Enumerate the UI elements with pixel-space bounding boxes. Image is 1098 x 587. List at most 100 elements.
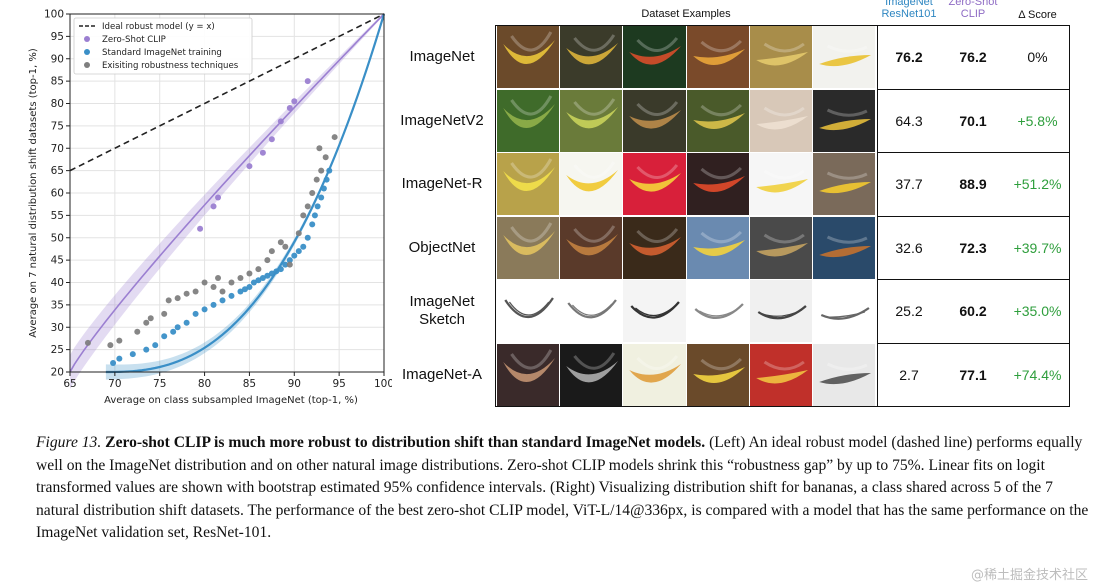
legend-clip-text: Zero-Shot CLIP	[102, 35, 166, 45]
robust-point	[201, 279, 208, 286]
clip-fit-line	[69, 13, 385, 373]
column-header-delta: Δ Score	[1018, 9, 1057, 21]
dataset-example-images	[497, 90, 876, 152]
column-header-resnet: ImageNet ResNet101	[877, 0, 941, 20]
robust-point	[246, 270, 253, 277]
banana-example-image	[497, 26, 560, 88]
banana-example-image	[749, 280, 812, 342]
row-label: ImageNet-R	[401, 175, 483, 192]
clip-score: 76.2	[959, 49, 987, 65]
banana-example-image	[560, 26, 623, 88]
clip-point	[215, 194, 222, 201]
robust-point	[192, 288, 199, 295]
banana-example-image	[686, 280, 749, 342]
resnet-score: 76.2	[895, 49, 923, 65]
x-tick-label: 100	[374, 378, 392, 390]
dataset-example-images	[497, 280, 876, 342]
standard-point	[143, 346, 150, 353]
banana-example-image	[749, 26, 812, 88]
row-divider	[877, 343, 1070, 344]
banana-example-image	[749, 90, 812, 152]
standard-point	[210, 301, 217, 308]
y-tick-label: 55	[51, 210, 64, 222]
resnet-score: 37.7	[895, 176, 923, 192]
standard-point	[129, 351, 136, 358]
banana-example-image	[749, 217, 812, 279]
delta-score: +5.8%	[1017, 113, 1058, 129]
y-tick-label: 45	[51, 255, 64, 267]
banana-example-image	[812, 280, 876, 342]
standard-point	[116, 355, 123, 362]
y-tick-label: 90	[51, 53, 64, 65]
x-tick-label: 85	[243, 378, 256, 390]
banana-example-image	[686, 90, 749, 152]
standard-point	[228, 292, 235, 299]
robust-point	[219, 288, 226, 295]
delta-score: +74.4%	[1013, 367, 1062, 383]
y-tick-label: 70	[51, 143, 64, 155]
robust-point	[282, 243, 289, 250]
x-tick-label: 90	[288, 378, 301, 390]
dataset-example-images	[497, 217, 876, 279]
standard-point	[295, 248, 302, 255]
robust-point	[286, 261, 293, 268]
resnet-score: 2.7	[899, 367, 919, 383]
banana-example-image	[812, 153, 876, 215]
standard-point	[311, 212, 318, 219]
standard-point	[323, 176, 330, 183]
banana-example-image	[560, 344, 623, 406]
watermark: @稀土掘金技术社区	[970, 568, 1088, 583]
legend-box	[73, 17, 253, 75]
standard-point	[286, 257, 293, 264]
y-tick-label: 75	[51, 120, 64, 132]
standard-point	[264, 272, 271, 279]
resnet-score: 25.2	[895, 303, 923, 319]
robust-point	[255, 266, 262, 273]
robust-point	[300, 212, 307, 219]
banana-example-image	[623, 90, 686, 152]
clip-score: 70.1	[959, 113, 987, 129]
banana-example-image	[686, 153, 749, 215]
banana-example-image	[497, 153, 560, 215]
banana-example-image	[812, 344, 876, 406]
banana-example-image	[686, 26, 749, 88]
y-tick-label: 60	[51, 188, 64, 200]
y-tick-label: 95	[51, 31, 64, 43]
y-tick-label: 30	[51, 322, 64, 334]
standard-point	[237, 288, 244, 295]
legend-robust-text: Exisiting robustness techniques	[102, 61, 239, 71]
banana-example-image	[686, 344, 749, 406]
standard-point	[219, 297, 226, 304]
robust-point	[322, 154, 329, 161]
legend-standard-marker	[84, 49, 90, 55]
y-axis-label: Average on 7 natural distribution shift …	[28, 48, 39, 338]
y-tick-label: 35	[51, 299, 64, 311]
banana-example-image	[623, 217, 686, 279]
robust-point	[183, 290, 190, 297]
banana-example-image	[623, 26, 686, 88]
robust-point	[215, 275, 222, 282]
y-tick-label: 50	[51, 232, 64, 244]
robust-point	[295, 230, 302, 237]
standard-point	[291, 252, 298, 259]
banana-example-image	[812, 26, 876, 88]
robust-point	[309, 190, 316, 196]
clip-point	[286, 104, 293, 111]
y-tick-label: 100	[44, 9, 64, 21]
standard-point	[246, 283, 253, 290]
x-tick-label: 80	[198, 378, 211, 390]
column-header-resnet-text: ImageNet ResNet101	[881, 0, 937, 20]
row-label: ImageNet-A	[401, 366, 483, 383]
banana-example-image	[623, 280, 686, 342]
robust-point	[264, 257, 271, 264]
y-tick-label: 85	[51, 76, 64, 88]
standard-point	[300, 243, 307, 250]
clip-score: 60.2	[959, 303, 987, 319]
caption-title: Zero-shot CLIP is much more robust to di…	[105, 434, 706, 451]
robust-point	[277, 239, 284, 246]
x-tick-label: 95	[332, 378, 345, 390]
robust-point	[116, 337, 123, 344]
banana-example-image	[749, 344, 812, 406]
robust-point	[304, 203, 311, 210]
standard-point	[192, 310, 199, 317]
